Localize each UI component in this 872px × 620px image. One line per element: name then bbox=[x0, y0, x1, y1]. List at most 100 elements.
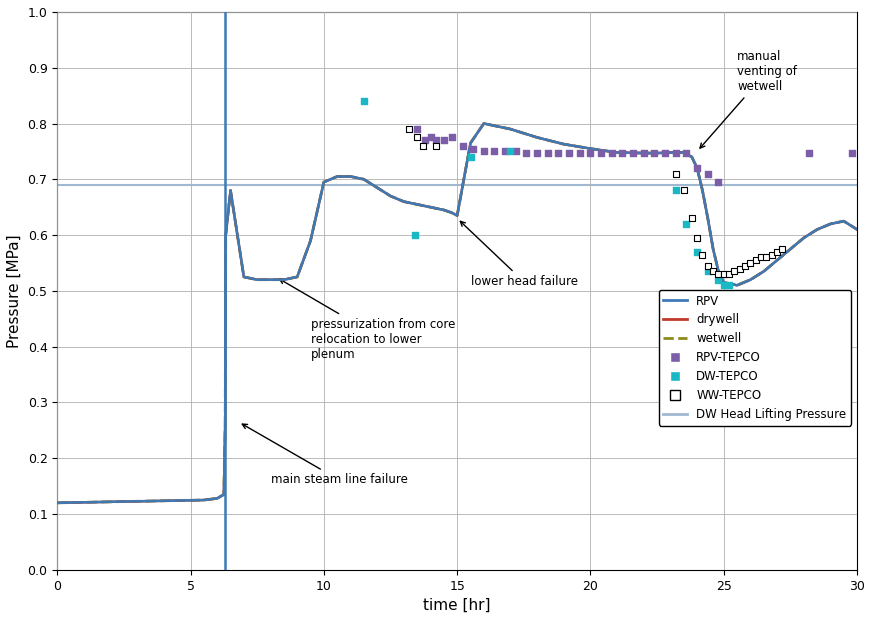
DW-TEPCO bbox=[701, 267, 715, 277]
Text: lower head failure: lower head failure bbox=[460, 221, 577, 288]
DW-TEPCO bbox=[669, 185, 683, 195]
wetwell bbox=[638, 149, 649, 157]
WW-TEPCO bbox=[712, 269, 726, 279]
RPV-TEPCO bbox=[419, 135, 433, 145]
Text: manual
venting of
wetwell: manual venting of wetwell bbox=[700, 50, 797, 148]
drywell bbox=[412, 201, 422, 208]
WW-TEPCO bbox=[765, 250, 779, 260]
wetwell bbox=[479, 120, 489, 127]
RPV-TEPCO bbox=[594, 148, 608, 157]
Legend: RPV, drywell, wetwell, RPV-TEPCO, DW-TEPCO, WW-TEPCO, DW Head Lifting Pressure: RPV, drywell, wetwell, RPV-TEPCO, DW-TEP… bbox=[658, 290, 851, 426]
RPV-TEPCO bbox=[551, 148, 565, 157]
RPV bbox=[686, 153, 697, 161]
wetwell bbox=[559, 141, 569, 148]
DW-TEPCO bbox=[722, 280, 736, 290]
WW-TEPCO bbox=[706, 267, 720, 277]
RPV-TEPCO bbox=[712, 177, 726, 187]
RPV-TEPCO bbox=[541, 148, 555, 157]
RPV-TEPCO bbox=[445, 133, 459, 143]
DW-TEPCO bbox=[357, 96, 371, 106]
WW-TEPCO bbox=[727, 267, 741, 277]
RPV-TEPCO bbox=[455, 141, 469, 151]
WW-TEPCO bbox=[429, 141, 443, 151]
DW-TEPCO bbox=[464, 152, 478, 162]
RPV-TEPCO bbox=[605, 148, 619, 158]
drywell bbox=[638, 149, 649, 157]
RPV-TEPCO bbox=[520, 148, 534, 157]
RPV-TEPCO bbox=[498, 146, 512, 156]
WW-TEPCO bbox=[749, 255, 763, 265]
DW-TEPCO bbox=[712, 275, 726, 285]
drywell bbox=[265, 276, 276, 283]
RPV bbox=[412, 201, 422, 208]
DW-TEPCO bbox=[503, 146, 517, 156]
wetwell bbox=[412, 201, 422, 208]
drywell bbox=[612, 149, 623, 156]
WW-TEPCO bbox=[739, 261, 753, 271]
DW Head Lifting Pressure bbox=[52, 181, 63, 188]
WW-TEPCO bbox=[677, 185, 691, 195]
RPV-TEPCO bbox=[626, 148, 640, 158]
RPV-TEPCO bbox=[648, 148, 662, 158]
wetwell bbox=[686, 153, 697, 161]
RPV bbox=[265, 276, 276, 283]
RPV-TEPCO bbox=[410, 124, 424, 134]
drywell bbox=[52, 499, 63, 507]
Text: pressurization from core
relocation to lower
plenum: pressurization from core relocation to l… bbox=[280, 279, 455, 361]
RPV-TEPCO bbox=[509, 146, 523, 156]
DW-TEPCO bbox=[717, 280, 731, 290]
RPV-TEPCO bbox=[637, 148, 651, 158]
RPV-TEPCO bbox=[487, 146, 501, 156]
RPV-TEPCO bbox=[802, 148, 816, 157]
WW-TEPCO bbox=[416, 141, 430, 151]
WW-TEPCO bbox=[685, 213, 698, 223]
wetwell bbox=[852, 226, 862, 233]
Text: main steam line failure: main steam line failure bbox=[242, 424, 407, 486]
RPV-TEPCO bbox=[477, 146, 491, 156]
WW-TEPCO bbox=[402, 124, 416, 134]
drywell bbox=[852, 226, 862, 233]
RPV-TEPCO bbox=[583, 148, 597, 157]
wetwell bbox=[52, 499, 63, 507]
WW-TEPCO bbox=[722, 269, 736, 279]
drywell bbox=[559, 141, 569, 148]
RPV-TEPCO bbox=[573, 148, 587, 158]
Y-axis label: Pressure [MPa]: Pressure [MPa] bbox=[7, 234, 22, 348]
drywell bbox=[686, 153, 697, 161]
RPV-TEPCO bbox=[437, 135, 451, 145]
WW-TEPCO bbox=[770, 247, 784, 257]
WW-TEPCO bbox=[760, 252, 773, 262]
WW-TEPCO bbox=[775, 244, 789, 254]
WW-TEPCO bbox=[744, 258, 758, 268]
wetwell bbox=[265, 276, 276, 283]
RPV bbox=[612, 149, 623, 156]
WW-TEPCO bbox=[690, 233, 704, 243]
RPV-TEPCO bbox=[701, 169, 715, 179]
DW Head Lifting Pressure bbox=[78, 181, 89, 188]
RPV-TEPCO bbox=[658, 148, 672, 158]
RPV-TEPCO bbox=[690, 163, 704, 173]
Line: RPV: RPV bbox=[58, 123, 857, 503]
DW-TEPCO bbox=[407, 230, 421, 240]
RPV-TEPCO bbox=[429, 135, 443, 145]
drywell bbox=[479, 120, 489, 127]
WW-TEPCO bbox=[717, 269, 731, 279]
RPV bbox=[559, 141, 569, 148]
WW-TEPCO bbox=[410, 133, 424, 143]
DW-TEPCO bbox=[679, 219, 693, 229]
Line: wetwell: wetwell bbox=[58, 123, 857, 503]
RPV bbox=[638, 149, 649, 157]
RPV-TEPCO bbox=[616, 148, 630, 158]
RPV bbox=[479, 120, 489, 127]
WW-TEPCO bbox=[696, 250, 710, 260]
WW-TEPCO bbox=[732, 264, 746, 273]
RPV-TEPCO bbox=[679, 148, 693, 158]
RPV-TEPCO bbox=[845, 148, 859, 157]
Line: drywell: drywell bbox=[58, 123, 857, 503]
RPV-TEPCO bbox=[530, 148, 544, 157]
RPV-TEPCO bbox=[424, 133, 438, 143]
RPV-TEPCO bbox=[467, 144, 480, 154]
X-axis label: time [hr]: time [hr] bbox=[424, 598, 491, 613]
wetwell bbox=[612, 149, 623, 156]
RPV-TEPCO bbox=[669, 148, 683, 158]
